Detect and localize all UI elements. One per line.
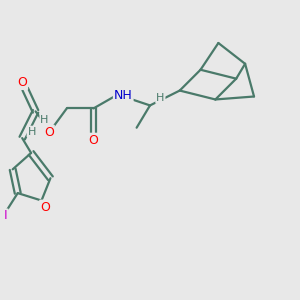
Text: I: I [4, 209, 8, 223]
Text: O: O [44, 126, 54, 139]
Text: O: O [40, 201, 50, 214]
Text: O: O [17, 76, 27, 89]
Text: O: O [88, 134, 98, 147]
Text: H: H [40, 115, 49, 125]
Text: NH: NH [114, 88, 133, 101]
Text: H: H [156, 93, 165, 103]
Text: H: H [28, 127, 36, 136]
